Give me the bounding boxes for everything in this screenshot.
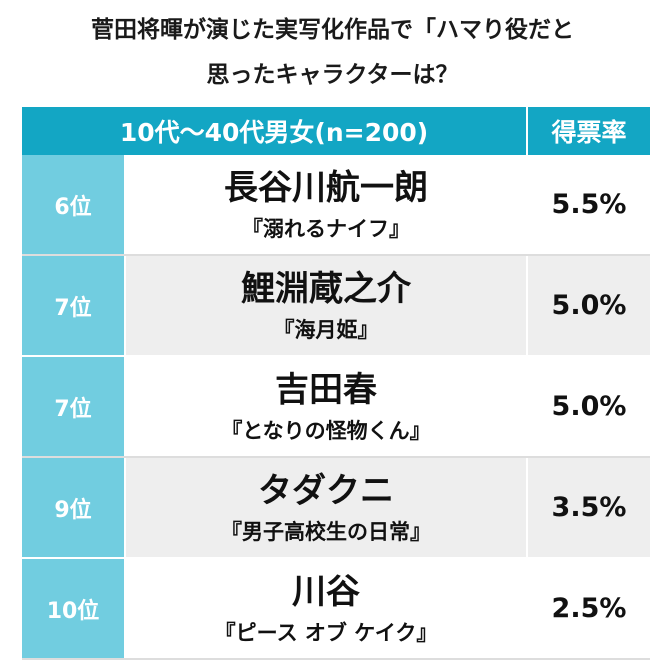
table-row: 10位 川谷 『ピース オブ ケイク』 2.5% <box>22 559 650 660</box>
character-cell: 吉田春 『となりの怪物くん』 <box>126 357 528 456</box>
work-title: 『ピース オブ ケイク』 <box>214 620 438 645</box>
character-name: 吉田春 <box>275 369 377 410</box>
rank-cell: 10位 <box>22 559 126 658</box>
vote-percent: 5.5% <box>528 155 650 254</box>
table-row: 6位 長谷川航一朗 『溺れるナイフ』 5.5% <box>22 155 650 256</box>
work-title: 『男子高校生の日常』 <box>221 519 431 544</box>
work-title: 『溺れるナイフ』 <box>242 216 410 241</box>
rank-cell: 6位 <box>22 155 126 254</box>
work-title: 『海月姫』 <box>273 317 379 342</box>
vote-percent: 5.0% <box>528 357 650 456</box>
rank-cell: 9位 <box>22 458 126 557</box>
character-cell: 鯉淵蔵之介 『海月姫』 <box>126 256 528 355</box>
character-cell: 川谷 『ピース オブ ケイク』 <box>126 559 528 658</box>
vote-percent: 5.0% <box>528 256 650 355</box>
character-name: 川谷 <box>292 571 360 612</box>
ranking-table: 10代〜40代男女(n=200) 得票率 6位 長谷川航一朗 『溺れるナイフ』 … <box>22 107 650 660</box>
header-votes: 得票率 <box>528 107 650 155</box>
work-title: 『となりの怪物くん』 <box>221 418 431 443</box>
rank-cell: 7位 <box>22 357 126 456</box>
table-row: 9位 タダクニ 『男子高校生の日常』 3.5% <box>22 458 650 559</box>
table-header: 10代〜40代男女(n=200) 得票率 <box>22 107 650 155</box>
page-title: 菅田将暉が演じた実写化作品で「ハマり役だと 思ったキャラクターは？ <box>0 0 665 98</box>
character-cell: タダクニ 『男子高校生の日常』 <box>126 458 528 557</box>
character-cell: 長谷川航一朗 『溺れるナイフ』 <box>126 155 528 254</box>
title-line-2: 思ったキャラクターは？ <box>206 62 459 88</box>
character-name: タダクニ <box>258 470 394 511</box>
character-name: 鯉淵蔵之介 <box>241 268 411 309</box>
vote-percent: 3.5% <box>528 458 650 557</box>
character-name: 長谷川航一朗 <box>224 167 428 208</box>
table-row: 7位 吉田春 『となりの怪物くん』 5.0% <box>22 357 650 458</box>
title-line-1: 菅田将暉が演じた実写化作品で「ハマり役だと <box>91 17 574 43</box>
vote-percent: 2.5% <box>528 559 650 658</box>
table-row: 7位 鯉淵蔵之介 『海月姫』 5.0% <box>22 256 650 357</box>
rank-cell: 7位 <box>22 256 126 355</box>
header-group: 10代〜40代男女(n=200) <box>22 107 528 155</box>
